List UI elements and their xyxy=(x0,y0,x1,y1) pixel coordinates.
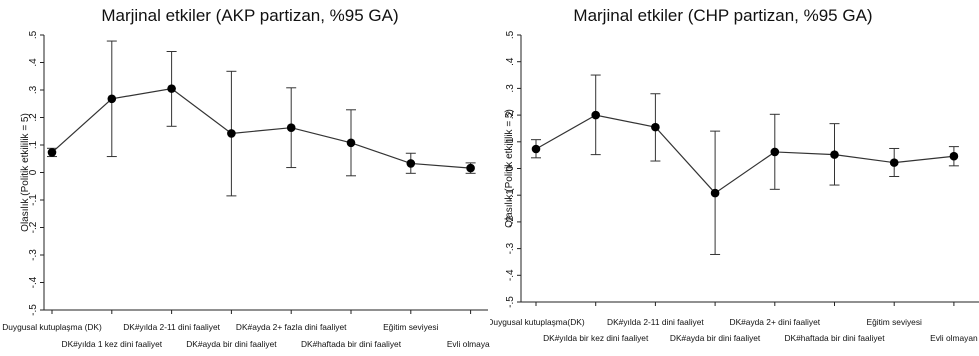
data-point xyxy=(406,159,416,168)
x-category-label: DK#yılda bir kez dini faaliyet xyxy=(543,333,649,343)
x-category-label: Evli olmayan xyxy=(930,333,978,343)
data-point xyxy=(531,144,541,154)
data-point xyxy=(889,158,899,167)
x-category-label: DK#yılda 2-11 dini faaliyet xyxy=(607,317,704,327)
y-tick-label: -.3 xyxy=(28,249,39,261)
y-tick-label: .3 xyxy=(505,84,516,93)
x-category-label: DK#yılda 2-11 dini faaliyet xyxy=(123,322,220,332)
chart-akp-svg: Marjinal etkiler (AKP partizan, %95 GA) O… xyxy=(2,6,490,349)
y-tick-label: .4 xyxy=(28,58,39,67)
y-tick-label: -.4 xyxy=(505,269,516,281)
chart-panel-chp: Marjinal etkiler (CHP partizan, %95 GA) O… xyxy=(490,0,979,356)
y-axis-label: Olasılık (Politik etkililik = 5) xyxy=(20,113,31,232)
data-point xyxy=(770,147,780,157)
y-tick-label: -.2 xyxy=(28,221,39,233)
data-point xyxy=(107,94,117,104)
y-tick-label: .5 xyxy=(505,30,516,39)
y-tick-label: -.1 xyxy=(505,189,516,201)
data-point xyxy=(286,123,296,132)
data-point xyxy=(167,84,176,93)
y-tick-label: -.4 xyxy=(28,276,39,288)
chart-panel-akp: Marjinal etkiler (AKP partizan, %95 GA) O… xyxy=(2,6,490,349)
y-tick-label: -.2 xyxy=(505,216,516,228)
y-tick-label: .1 xyxy=(505,137,516,146)
x-category-label: DK#yılda 1 kez dini faaliyet xyxy=(62,339,163,349)
y-tick-label: .2 xyxy=(505,110,516,119)
data-point xyxy=(47,148,57,157)
y-tick-label: 0 xyxy=(28,169,39,175)
x-category-label: Duygusal kutuplaşma(DK) xyxy=(490,317,585,327)
y-tick-label: .3 xyxy=(28,85,39,94)
y-tick-label: .4 xyxy=(505,57,516,66)
x-category-label: Duygusal kutuplaşma (DK) xyxy=(2,322,102,332)
data-point xyxy=(949,151,959,161)
x-category-label: Evli olmayan xyxy=(447,339,490,349)
data-point xyxy=(830,150,839,159)
data-point xyxy=(710,188,720,198)
y-tick-label: -.3 xyxy=(505,242,516,254)
data-point xyxy=(651,122,660,132)
series-line xyxy=(51,87,471,169)
series-line xyxy=(535,114,954,194)
y-tick-label: -.5 xyxy=(505,296,516,308)
y-axis-label: Olasılık (Politik etkililik = 5) xyxy=(504,109,515,228)
y-tick-label: .2 xyxy=(28,113,39,122)
data-point xyxy=(591,110,600,120)
x-category-label: Eğitim seviyesi xyxy=(383,322,439,332)
x-category-label: Eğitim seviyesi xyxy=(867,317,923,327)
y-tick-label: 0 xyxy=(505,165,516,171)
y-tick-label: .1 xyxy=(28,140,39,149)
chart-title: Marjinal etkiler (AKP partizan, %95 GA) xyxy=(101,6,398,25)
chart-title: Marjinal etkiler (CHP partizan, %95 GA) xyxy=(573,6,872,25)
x-category-label: DK#ayda 2+ dini faaliyet xyxy=(730,317,821,327)
x-category-label: DK#haftada bir dini faaliyet xyxy=(301,339,402,349)
x-category-label: DK#ayda bir dini faaliyet xyxy=(670,333,761,343)
x-category-label: DK#ayda 2+ fazla dini faaliyet xyxy=(236,322,347,332)
data-point xyxy=(227,129,236,138)
data-point xyxy=(346,138,356,148)
data-point xyxy=(466,163,475,173)
x-category-label: DK#haftada bir dini faaliyet xyxy=(784,333,885,343)
y-tick-label: -.1 xyxy=(28,194,39,206)
chart-chp-svg: Marjinal etkiler (CHP partizan, %95 GA) O… xyxy=(490,6,979,343)
y-tick-label: -.5 xyxy=(28,304,39,316)
x-category-label: DK#ayda bir dini faaliyet xyxy=(186,339,277,349)
y-tick-label: .5 xyxy=(28,30,39,39)
